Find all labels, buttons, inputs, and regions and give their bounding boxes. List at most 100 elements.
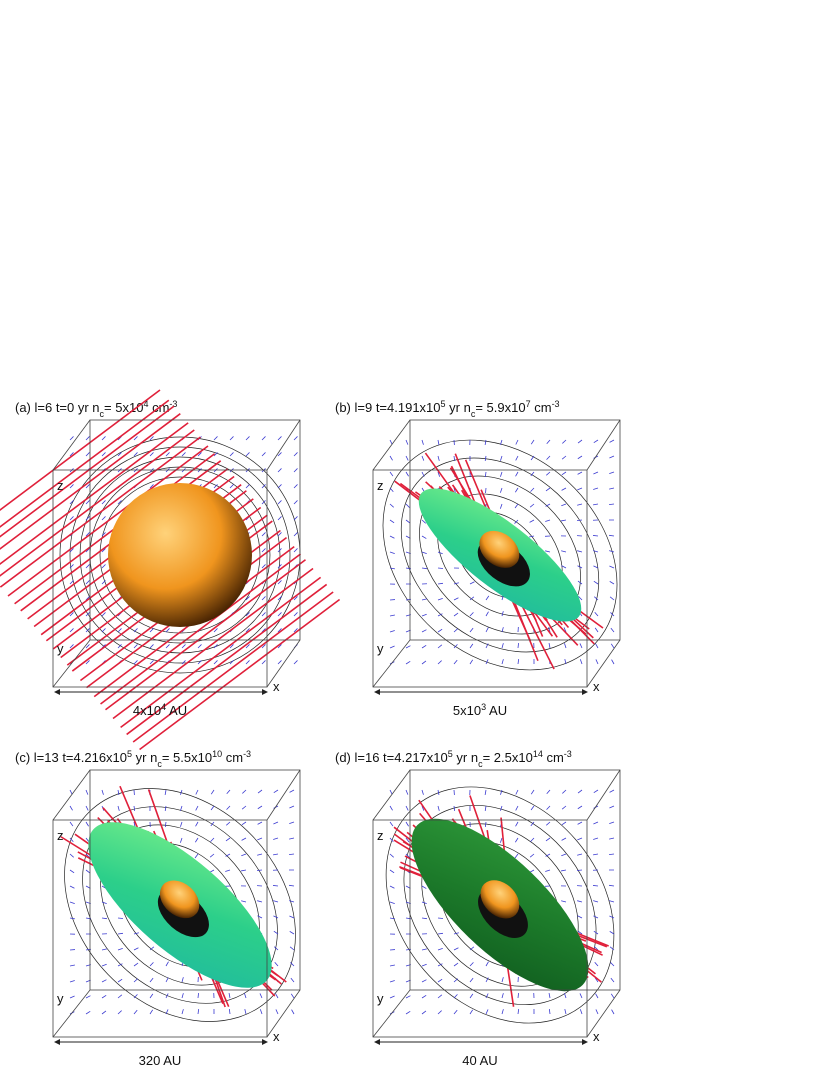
velocity-tick — [289, 789, 295, 793]
velocity-tick — [530, 837, 535, 842]
velocity-tick — [561, 805, 567, 810]
velocity-tick — [85, 995, 91, 999]
velocity-tick — [609, 805, 615, 809]
velocity-tick — [149, 452, 154, 457]
velocity-tick — [545, 853, 551, 857]
supscript: 3 — [481, 702, 486, 712]
velocity-tick — [501, 643, 504, 649]
velocity-tick — [453, 962, 459, 967]
velocity-tick — [181, 452, 186, 457]
velocity-tick — [133, 947, 139, 951]
velocity-tick — [405, 519, 411, 524]
velocity-tick — [576, 869, 583, 871]
cube-edge — [372, 419, 411, 471]
velocity-tick — [389, 964, 395, 967]
velocity-tick — [389, 995, 395, 999]
text-run: cm — [531, 400, 552, 415]
field-line — [126, 583, 328, 736]
velocity-tick — [594, 977, 599, 983]
velocity-tick — [194, 837, 199, 843]
velocity-tick — [257, 900, 263, 903]
velocity-tick — [293, 500, 298, 505]
velocity-tick — [593, 487, 599, 490]
panel: (b) l=9 t=4.191x105 yr nc= 5.9x107 cm-3 z… — [335, 399, 621, 718]
velocity-tick — [69, 805, 73, 811]
velocity-tick — [610, 643, 615, 649]
velocity-tick — [165, 993, 169, 999]
velocity-tick — [609, 439, 615, 443]
velocity-tick — [277, 548, 282, 553]
velocity-tick — [85, 436, 90, 441]
velocity-tick — [577, 455, 583, 460]
velocity-tick — [421, 613, 427, 617]
velocity-tick — [593, 565, 599, 569]
velocity-tick — [500, 487, 503, 493]
field-line — [120, 576, 322, 729]
velocity-tick — [291, 1009, 295, 1015]
velocity-tick — [576, 519, 583, 521]
velocity-tick — [226, 789, 231, 795]
velocity-tick — [261, 532, 266, 537]
velocity-tick — [405, 995, 411, 999]
velocity-tick — [195, 821, 199, 827]
text-run: 320 AU — [139, 1053, 182, 1068]
velocity-tick — [453, 582, 459, 585]
cube-back — [409, 419, 621, 641]
velocity-tick — [277, 436, 282, 441]
scale-label: 320 AU — [139, 1053, 182, 1068]
velocity-tick — [389, 917, 395, 920]
velocity-tick — [261, 484, 266, 489]
velocity-tick — [293, 436, 298, 441]
velocity-tick — [133, 978, 138, 983]
velocity-tick — [241, 853, 247, 857]
velocity-tick — [389, 439, 393, 445]
velocity-tick — [577, 439, 583, 444]
velocity-tick — [101, 452, 106, 457]
velocity-tick — [289, 946, 295, 951]
subscript: c — [157, 759, 162, 769]
velocity-tick — [257, 805, 263, 810]
supscript: 7 — [526, 399, 531, 409]
cube-edge — [52, 989, 91, 1038]
velocity-tick — [405, 821, 409, 827]
velocity-tick — [577, 930, 583, 935]
velocity-tick — [469, 581, 475, 585]
velocity-tick — [213, 436, 218, 441]
velocity-tick — [85, 869, 91, 874]
velocity-tick — [609, 837, 615, 840]
cube-edge — [266, 639, 301, 688]
velocity-tick — [500, 471, 503, 477]
text-run: = 5.5x10 — [162, 750, 212, 765]
velocity-tick — [421, 519, 427, 524]
velocity-tick — [562, 439, 567, 444]
velocity-tick — [181, 644, 186, 649]
velocity-tick — [241, 837, 247, 841]
axis-letter: z — [377, 828, 384, 843]
velocity-tick — [101, 963, 107, 967]
velocity-tick — [229, 452, 234, 457]
velocity-tick — [469, 643, 474, 649]
velocity-tick — [548, 1008, 551, 1015]
axis-letter: z — [377, 478, 384, 493]
cube-edge — [52, 769, 91, 821]
velocity-tick — [277, 596, 282, 601]
velocity-tick — [277, 660, 282, 665]
text-run: = 2.5x10 — [483, 750, 533, 765]
velocity-tick — [69, 885, 75, 889]
velocity-tick — [561, 503, 567, 507]
velocity-tick — [101, 948, 107, 951]
velocity-tick — [564, 993, 567, 999]
velocity-tick — [421, 471, 425, 477]
axis-letter: y — [57, 991, 64, 1006]
velocity-tick — [469, 993, 474, 999]
velocity-tick — [149, 628, 154, 633]
velocity-tick — [209, 853, 215, 858]
velocity-tick — [577, 805, 583, 810]
axis-letter: y — [377, 991, 384, 1006]
velocity-tick — [225, 853, 231, 857]
velocity-tick — [133, 962, 139, 967]
velocity-tick — [421, 901, 427, 905]
velocity-tick — [609, 931, 615, 935]
velocity-tick — [210, 805, 215, 811]
axis-letter: y — [57, 641, 64, 656]
